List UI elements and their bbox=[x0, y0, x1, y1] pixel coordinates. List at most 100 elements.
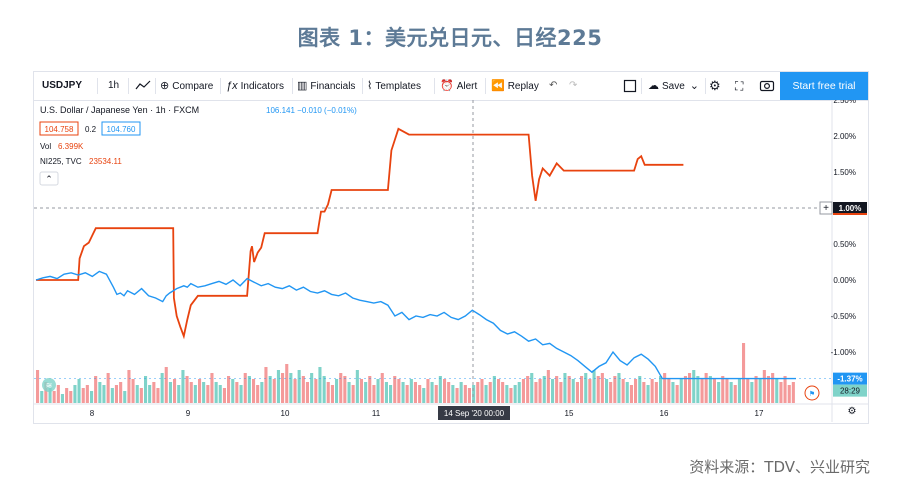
volume-bar bbox=[625, 382, 629, 403]
alert-label: Alert bbox=[456, 81, 478, 92]
templates-button[interactable]: ⌇ Templates bbox=[367, 72, 421, 100]
volume-bar bbox=[455, 388, 459, 403]
volume-bar bbox=[218, 385, 222, 403]
bid-box bbox=[39, 121, 79, 136]
volume-bar bbox=[110, 388, 114, 403]
volume-bar bbox=[492, 376, 496, 403]
volume-bar bbox=[44, 382, 48, 403]
camera-icon bbox=[759, 80, 775, 92]
volume-bar bbox=[330, 385, 334, 403]
volume-bar bbox=[127, 370, 131, 403]
save-label: Save bbox=[662, 81, 685, 92]
ask-box bbox=[101, 121, 141, 136]
volume-bar bbox=[729, 382, 733, 403]
volume-bar bbox=[389, 385, 393, 403]
volume-bar bbox=[443, 379, 447, 403]
volume-bar bbox=[629, 385, 633, 403]
volume-bar bbox=[791, 382, 795, 403]
layout-button[interactable] bbox=[623, 72, 637, 100]
volume-bar bbox=[222, 388, 226, 403]
volume-bar bbox=[231, 379, 235, 403]
collapse-legend-button[interactable]: ⌃ bbox=[39, 171, 59, 186]
plus-circle-icon: ⊕ bbox=[160, 80, 170, 92]
tradingview-widget: USDJPY 1h ⊕ Compare ƒx Indicators ▥ Financi… bbox=[33, 71, 869, 424]
compare-button[interactable]: ⊕ Compare bbox=[160, 72, 213, 100]
volume-bar bbox=[521, 379, 525, 403]
volume-bar bbox=[355, 370, 359, 403]
square-layout-icon bbox=[623, 79, 637, 93]
volume-bar bbox=[447, 382, 451, 403]
volume-bar bbox=[318, 367, 322, 403]
volume-bar bbox=[480, 379, 484, 403]
y-tick-label: 0.50% bbox=[833, 240, 856, 249]
replay-button[interactable]: ⏪ Replay bbox=[491, 72, 539, 100]
volume-bar bbox=[202, 382, 206, 403]
templates-label: Templates bbox=[375, 81, 421, 92]
volume-bar bbox=[766, 376, 770, 403]
toolbar-divider bbox=[362, 78, 363, 94]
volume-bar bbox=[384, 382, 388, 403]
volume-bar bbox=[239, 385, 243, 403]
alarm-clock-icon: ⏰ bbox=[440, 80, 454, 92]
volume-bar bbox=[193, 385, 197, 403]
undo-icon: ↶ bbox=[549, 80, 558, 91]
indicators-button[interactable]: ƒx Indicators bbox=[226, 72, 284, 100]
x-tick-label: 11 bbox=[372, 409, 381, 418]
bid-price: 104.758 bbox=[45, 125, 74, 134]
volume-bar bbox=[36, 370, 40, 403]
volume-bar bbox=[48, 388, 52, 403]
interval-button[interactable]: 1h bbox=[108, 80, 120, 91]
symbol-search-button[interactable]: USDJPY bbox=[42, 80, 83, 91]
volume-bar bbox=[335, 379, 339, 403]
screenshot-button[interactable] bbox=[759, 72, 775, 100]
volume-bar bbox=[297, 370, 301, 403]
volume-bar bbox=[106, 373, 110, 403]
redo-button[interactable]: ↷ bbox=[569, 72, 577, 100]
volume-bar bbox=[451, 385, 455, 403]
crosshair-date-box bbox=[438, 406, 510, 420]
volume-bar bbox=[285, 364, 289, 403]
volume-bar bbox=[272, 379, 276, 403]
chart-style-button[interactable] bbox=[135, 72, 151, 100]
fullscreen-button[interactable]: ⛶ bbox=[735, 72, 743, 100]
volume-bar bbox=[542, 376, 546, 403]
volume-bar bbox=[663, 373, 667, 403]
gear-icon[interactable]: ⚙ bbox=[848, 406, 857, 417]
volume-bar bbox=[156, 388, 160, 403]
volume-bar bbox=[401, 382, 405, 403]
volume-bar bbox=[247, 376, 251, 403]
add-alert-button[interactable] bbox=[819, 201, 833, 215]
volume-bar bbox=[119, 382, 123, 403]
save-button[interactable]: ☁ Save ⌄ bbox=[648, 72, 702, 100]
toolbar-divider bbox=[97, 78, 98, 94]
ni225-tag-label: 1.00% bbox=[839, 204, 862, 213]
compare-label: Compare bbox=[172, 81, 214, 92]
volume-bar bbox=[517, 382, 521, 403]
alert-button[interactable]: ⏰ Alert bbox=[440, 72, 477, 100]
volume-bar bbox=[359, 379, 363, 403]
undo-button[interactable]: ↶ bbox=[549, 72, 557, 100]
volume-bar bbox=[276, 370, 280, 403]
go-to-realtime-button[interactable]: ≋ bbox=[42, 378, 56, 392]
reference-lines bbox=[34, 100, 832, 404]
x-tick-label: 10 bbox=[281, 409, 290, 418]
volume-bar bbox=[123, 391, 127, 403]
volume-bar bbox=[131, 379, 135, 403]
volume-bar bbox=[742, 343, 746, 403]
settings-button[interactable]: ⚙ bbox=[709, 72, 721, 100]
chart-toolbar: USDJPY 1h ⊕ Compare ƒx Indicators ▥ Financi… bbox=[34, 72, 868, 101]
y-tick-label: -0.50% bbox=[831, 312, 856, 321]
toolbar-divider bbox=[705, 78, 706, 94]
volume-bar bbox=[77, 379, 81, 403]
usdjpy-line bbox=[35, 270, 796, 380]
volume-bar bbox=[775, 379, 779, 403]
volume-bar bbox=[85, 385, 89, 403]
start-free-trial-button[interactable]: Start free trial bbox=[780, 72, 868, 100]
volume-bar bbox=[659, 376, 663, 403]
volume-bars bbox=[36, 343, 795, 403]
volume-bar bbox=[779, 382, 783, 403]
volume-bar bbox=[463, 385, 467, 403]
volume-bar bbox=[326, 382, 330, 403]
y-tick-label: 2.00% bbox=[833, 132, 856, 141]
financials-button[interactable]: ▥ Financials bbox=[297, 72, 355, 100]
